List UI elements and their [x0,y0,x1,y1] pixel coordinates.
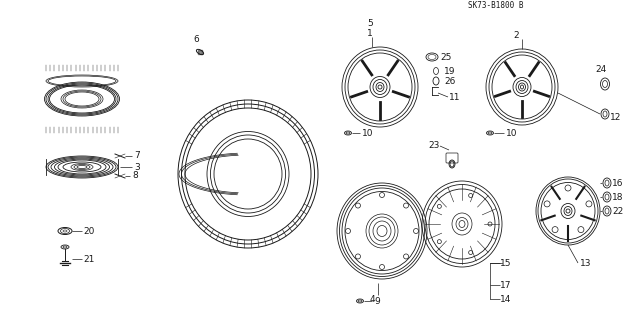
Text: 10: 10 [362,129,374,137]
Text: 20: 20 [83,226,94,235]
Text: 24: 24 [595,65,607,75]
Text: 10: 10 [506,129,518,137]
Text: 5: 5 [367,19,373,28]
Text: 11: 11 [449,93,461,101]
Text: 8: 8 [132,172,138,181]
Text: 9: 9 [374,296,380,306]
Text: 19: 19 [444,66,456,76]
Text: 1: 1 [367,29,373,39]
Text: 26: 26 [444,77,456,85]
Text: 23: 23 [428,142,440,151]
Text: 3: 3 [134,162,140,172]
Text: 16: 16 [612,179,623,188]
Text: 21: 21 [83,255,94,263]
Text: 6: 6 [193,35,199,44]
Text: 25: 25 [440,53,451,62]
Text: 14: 14 [500,294,511,303]
Text: 17: 17 [500,280,511,290]
Text: 7: 7 [134,152,140,160]
Text: 12: 12 [610,114,621,122]
Text: 22: 22 [612,206,623,216]
Text: 15: 15 [500,258,511,268]
Text: SK73-B1800 B: SK73-B1800 B [468,1,524,10]
Text: 4: 4 [369,294,375,303]
Text: 13: 13 [580,258,591,268]
Text: 18: 18 [612,192,623,202]
Text: 2: 2 [513,31,519,40]
